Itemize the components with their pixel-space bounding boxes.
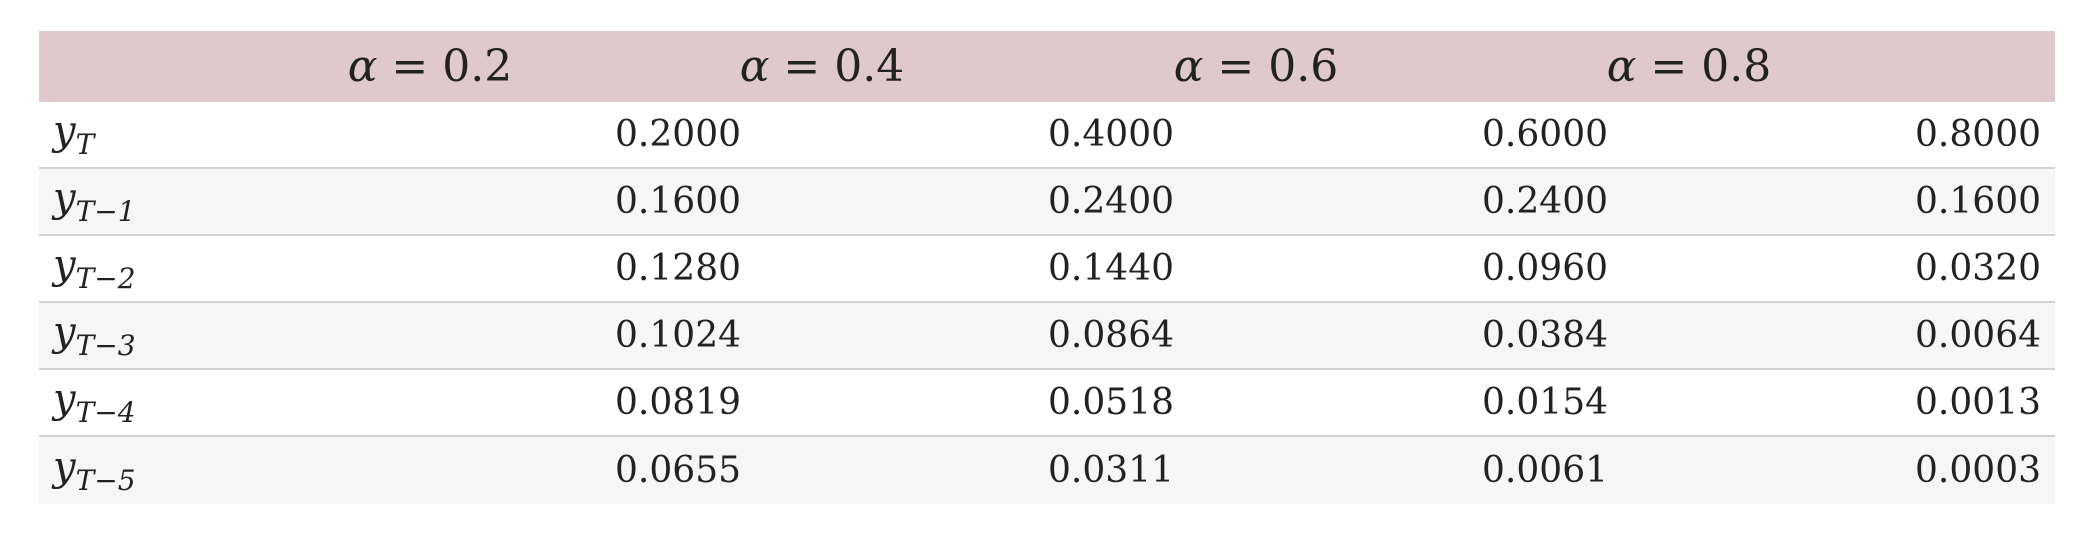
table-cell: 0.0154 <box>1482 382 1608 423</box>
table-row: yT−1 0.1600 0.2400 0.2400 0.1600 <box>39 169 2055 236</box>
alpha-symbol: α <box>739 41 770 92</box>
row-label: yT−3 <box>53 309 136 362</box>
table-cell: 0.0003 <box>1915 450 2041 491</box>
row-label: yT−1 <box>53 175 136 228</box>
alpha-symbol: α <box>347 41 378 92</box>
table-cell: 0.6000 <box>1482 114 1608 155</box>
table-cell: 0.2400 <box>1482 181 1608 222</box>
table-cell: 0.0384 <box>1482 315 1608 356</box>
table-cell: 0.1280 <box>615 248 741 289</box>
table-cell: 0.2000 <box>615 114 741 155</box>
table-cell: 0.0013 <box>1915 382 2041 423</box>
table-cell: 0.0864 <box>1048 315 1174 356</box>
table-row: yT 0.2000 0.4000 0.6000 0.8000 <box>39 102 2055 169</box>
table-row: yT−5 0.0655 0.0311 0.0061 0.0003 <box>39 437 2055 504</box>
alpha-symbol: α <box>1173 41 1204 92</box>
row-label: yT <box>53 108 95 161</box>
row-label: yT−4 <box>53 376 136 429</box>
table-header-row: α = 0.2 α = 0.4 α = 0.6 α = 0.8 <box>39 31 2055 102</box>
header-alpha-0.6: α = 0.6 <box>1173 41 1339 92</box>
header-alpha-0.4: α = 0.4 <box>739 41 905 92</box>
table-row: yT−2 0.1280 0.1440 0.0960 0.0320 <box>39 236 2055 303</box>
table-cell: 0.0518 <box>1048 382 1174 423</box>
table-cell: 0.1600 <box>1915 181 2041 222</box>
table-cell: 0.4000 <box>1048 114 1174 155</box>
table-cell: 0.0819 <box>615 382 741 423</box>
table-cell: 0.0655 <box>615 450 741 491</box>
table-cell: 0.0320 <box>1915 248 2041 289</box>
table-cell: 0.0311 <box>1048 450 1174 491</box>
table-cell: 0.1440 <box>1048 248 1174 289</box>
header-alpha-0.2: α = 0.2 <box>347 41 513 92</box>
table-cell: 0.0064 <box>1915 315 2041 356</box>
table-row: yT−4 0.0819 0.0518 0.0154 0.0013 <box>39 370 2055 437</box>
header-alpha-0.8: α = 0.8 <box>1606 41 1772 92</box>
table-cell: 0.8000 <box>1915 114 2041 155</box>
alpha-symbol: α <box>1606 41 1637 92</box>
row-label: yT−5 <box>53 444 136 497</box>
weights-table: α = 0.2 α = 0.4 α = 0.6 α = 0.8 yT 0.200… <box>39 31 2055 504</box>
table-cell: 0.0960 <box>1482 248 1608 289</box>
table-cell: 0.1024 <box>615 315 741 356</box>
table-cell: 0.2400 <box>1048 181 1174 222</box>
table-row: yT−3 0.1024 0.0864 0.0384 0.0064 <box>39 303 2055 370</box>
row-label: yT−2 <box>53 242 136 295</box>
table-cell: 0.1600 <box>615 181 741 222</box>
table-cell: 0.0061 <box>1482 450 1608 491</box>
